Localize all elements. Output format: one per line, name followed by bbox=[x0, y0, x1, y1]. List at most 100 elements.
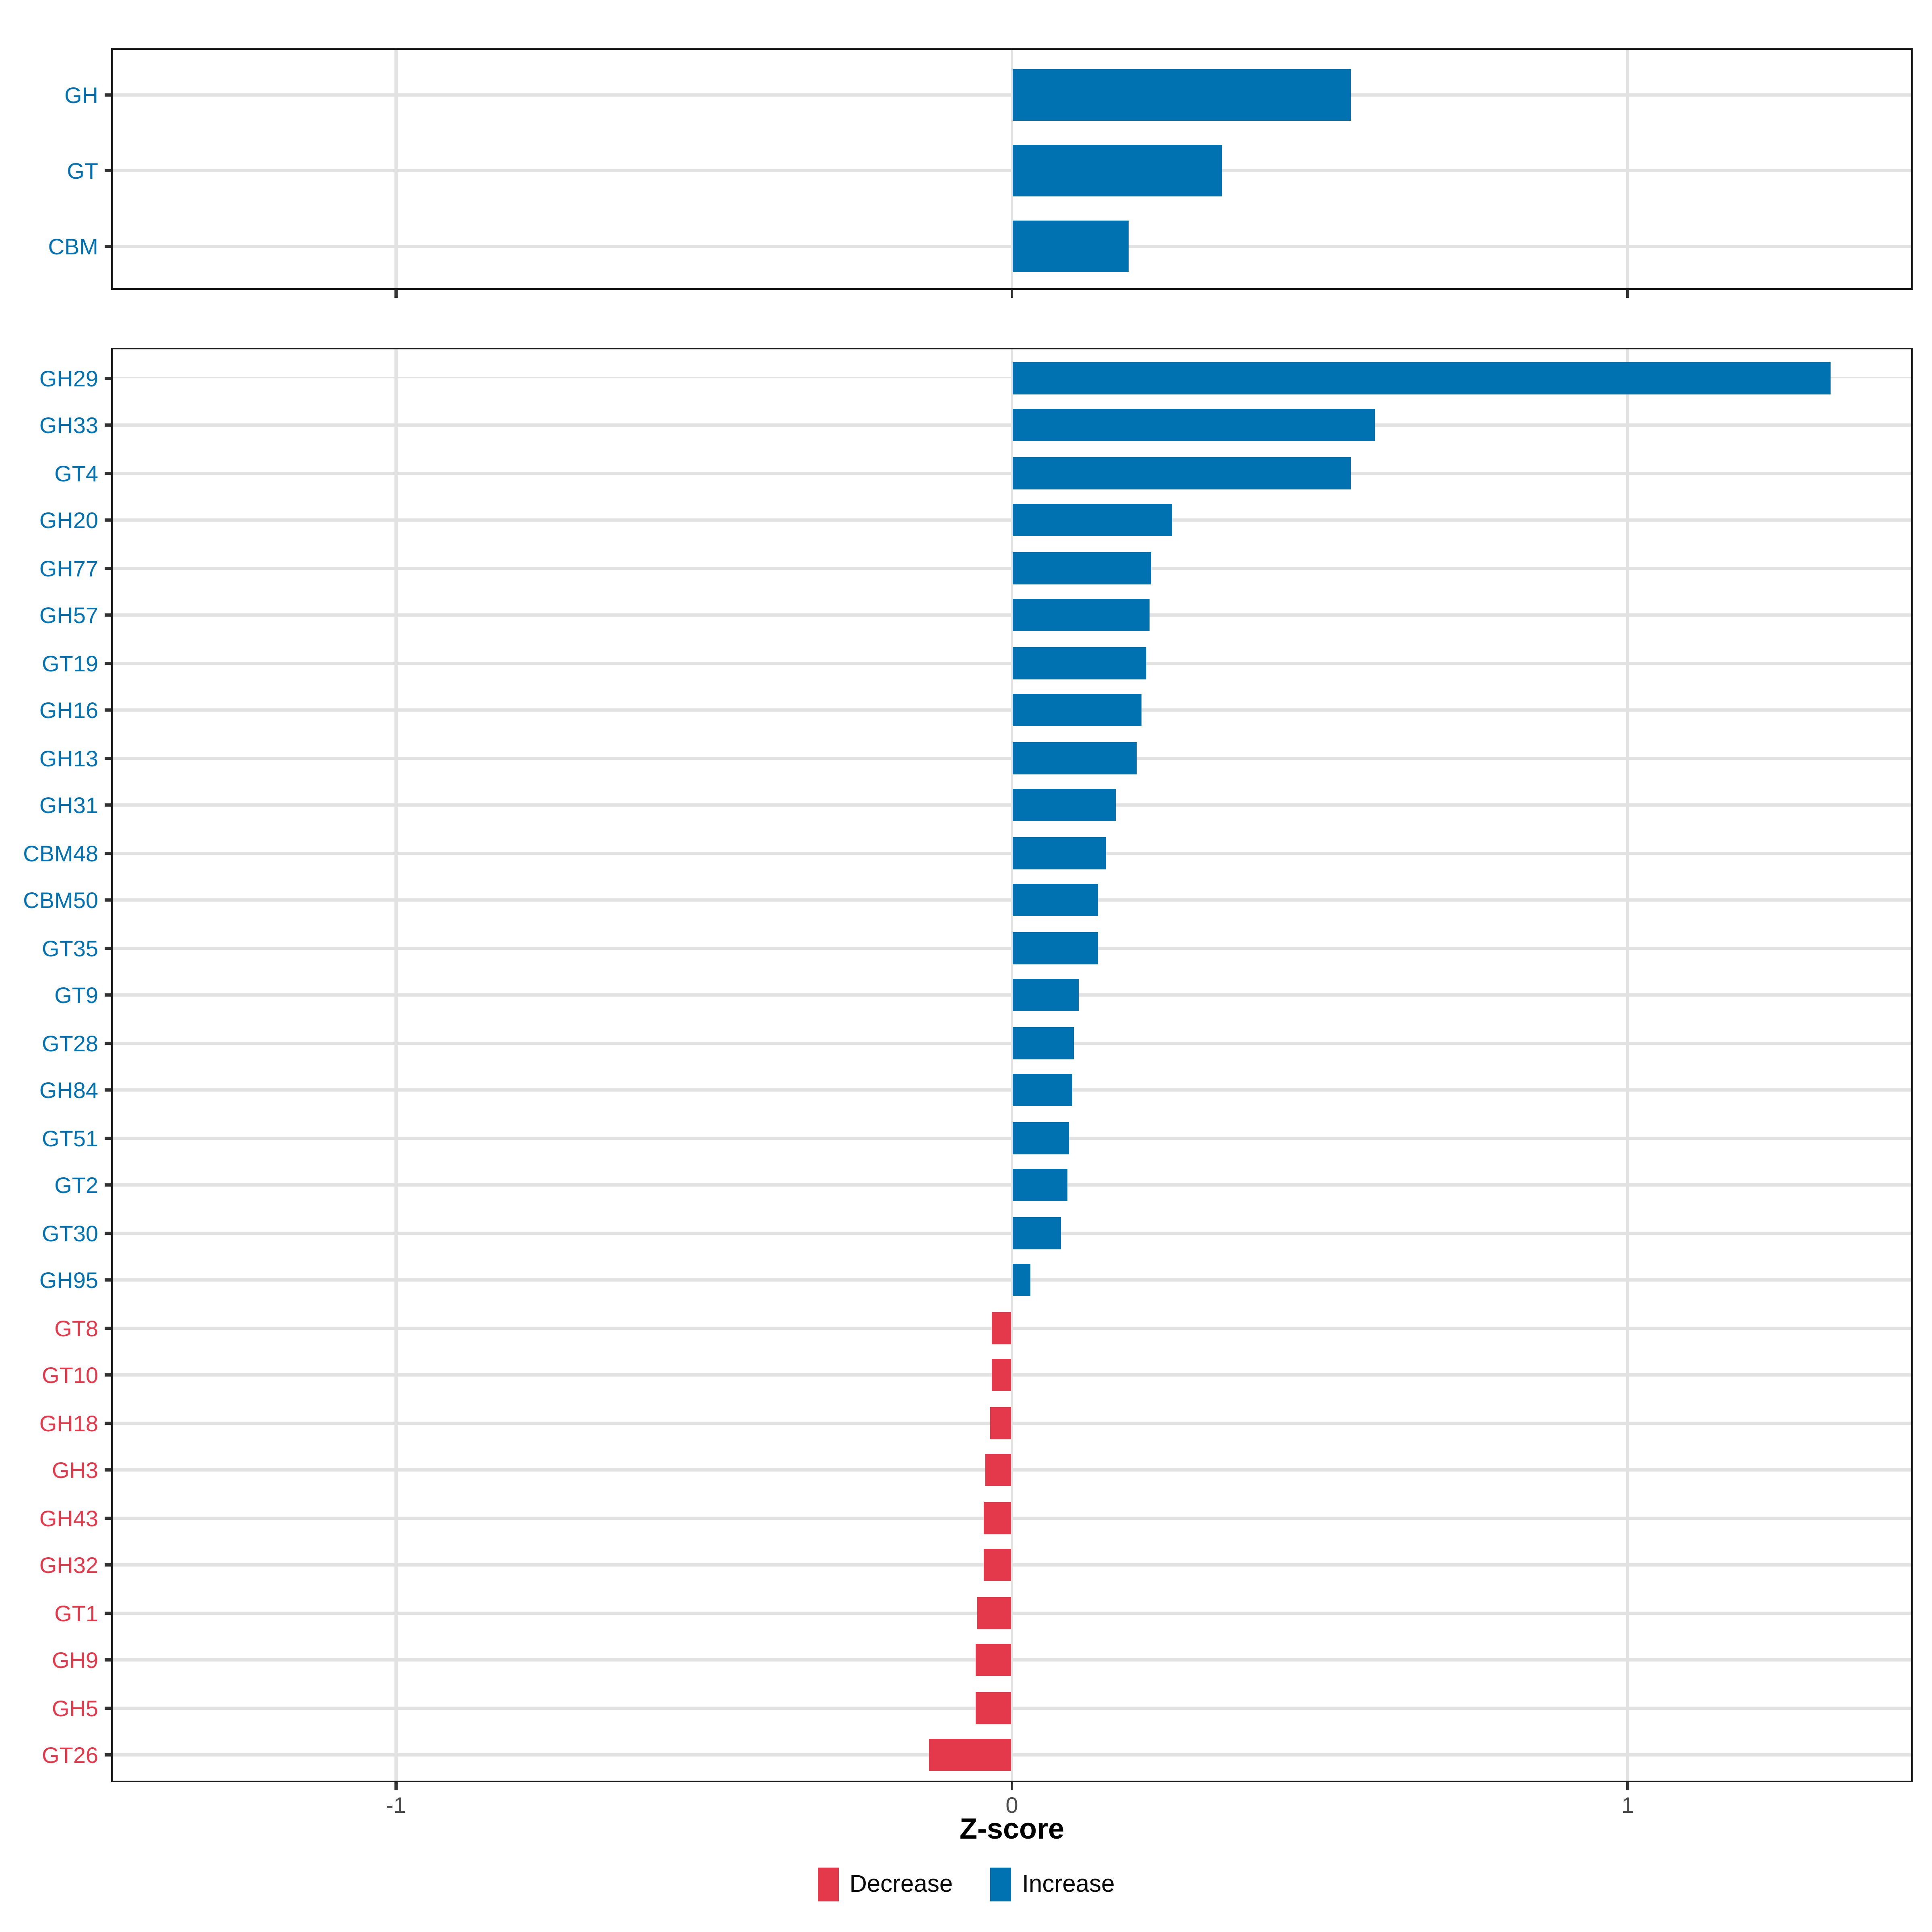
legend-key-decrease-swatch bbox=[817, 1868, 838, 1901]
summary-panel: GH GT CBM bbox=[48, 48, 1913, 297]
bar-GH29 bbox=[1012, 361, 1831, 394]
y-axis-tick bbox=[104, 1374, 111, 1377]
y-label-GH43: GH43 bbox=[39, 1505, 98, 1531]
x-axis-tick bbox=[1626, 1782, 1629, 1790]
y-axis-tick bbox=[104, 1136, 111, 1139]
y-label-GH9: GH9 bbox=[52, 1647, 98, 1674]
vertical-gridline bbox=[1627, 50, 1629, 288]
y-axis-tick bbox=[104, 1469, 111, 1472]
bar-GH32 bbox=[983, 1549, 1012, 1582]
y-label-CBM48: CBM48 bbox=[23, 840, 98, 866]
y-label-GH3: GH3 bbox=[52, 1457, 98, 1484]
bar-GH18 bbox=[991, 1406, 1012, 1439]
y-label-GH16: GH16 bbox=[39, 697, 98, 723]
y-axis-tick bbox=[104, 566, 111, 570]
horizontal-gridline bbox=[113, 1516, 1911, 1519]
y-axis-tick bbox=[104, 851, 111, 855]
y-label-GH18: GH18 bbox=[39, 1410, 98, 1436]
y-label-GT35: GT35 bbox=[41, 935, 98, 961]
y-axis-tick bbox=[104, 471, 111, 475]
y-axis-tick bbox=[104, 376, 111, 380]
vertical-gridline bbox=[395, 50, 397, 288]
x-axis-tick bbox=[1626, 290, 1629, 297]
vertical-gridline bbox=[1011, 349, 1013, 1781]
vertical-gridline bbox=[1627, 349, 1629, 1781]
y-axis-tick bbox=[104, 1659, 111, 1662]
bar-GH13 bbox=[1012, 741, 1137, 774]
bar-GH77 bbox=[1012, 551, 1151, 584]
y-axis-tick bbox=[104, 1516, 111, 1519]
y-label-GT30: GT30 bbox=[41, 1220, 98, 1246]
y-label-GH33: GH33 bbox=[39, 412, 98, 438]
y-axis-tick bbox=[104, 994, 111, 997]
x-tick-label-0: 0 bbox=[1005, 1792, 1018, 1818]
y-axis-tick bbox=[104, 614, 111, 617]
y-label-GT19: GT19 bbox=[41, 650, 98, 676]
horizontal-gridline bbox=[113, 1421, 1911, 1424]
bar-GT28 bbox=[1012, 1026, 1074, 1059]
y-axis-tick bbox=[104, 756, 111, 760]
y-axis-tick bbox=[104, 1754, 111, 1757]
horizontal-gridline bbox=[113, 1706, 1911, 1709]
y-label-GH20: GH20 bbox=[39, 507, 98, 533]
y-axis-tick bbox=[104, 709, 111, 712]
bar-GT2 bbox=[1012, 1169, 1067, 1202]
y-label-GT9: GT9 bbox=[54, 982, 98, 1008]
y-axis-tick bbox=[104, 1041, 111, 1044]
bar-GT8 bbox=[991, 1311, 1012, 1344]
y-label-GH95: GH95 bbox=[39, 1267, 98, 1293]
bar-GT19 bbox=[1012, 646, 1146, 679]
x-axis-tick bbox=[394, 1782, 398, 1790]
y-axis-tick bbox=[104, 946, 111, 949]
y-label-GH5: GH5 bbox=[52, 1695, 98, 1721]
y-axis-tick bbox=[104, 1279, 111, 1282]
bar-GH20 bbox=[1012, 504, 1172, 537]
bar-GT bbox=[1012, 145, 1222, 196]
y-label-GH31: GH31 bbox=[39, 792, 98, 818]
legend-label-decrease: Decrease bbox=[849, 1871, 953, 1898]
bar-CBM50 bbox=[1012, 884, 1099, 916]
y-label-GT28: GT28 bbox=[41, 1030, 98, 1056]
legend-key-increase-swatch bbox=[990, 1868, 1011, 1901]
bar-GH3 bbox=[985, 1454, 1012, 1487]
horizontal-gridline bbox=[113, 1754, 1911, 1757]
horizontal-gridline bbox=[113, 1374, 1911, 1377]
bar-GH84 bbox=[1012, 1074, 1072, 1107]
y-axis-tick bbox=[104, 424, 111, 427]
bar-GH43 bbox=[983, 1502, 1012, 1534]
bar-GT30 bbox=[1012, 1216, 1061, 1249]
bar-GT10 bbox=[991, 1359, 1012, 1392]
y-label-GT1: GT1 bbox=[54, 1600, 98, 1626]
bar-CBM bbox=[1012, 220, 1129, 272]
y-label-GH13: GH13 bbox=[39, 745, 98, 771]
bar-GH33 bbox=[1012, 409, 1375, 442]
y-axis-tick bbox=[104, 804, 111, 807]
y-axis-tick bbox=[104, 93, 111, 97]
horizontal-gridline bbox=[113, 1469, 1911, 1472]
x-axis-tick bbox=[1010, 1782, 1013, 1790]
y-axis-tick bbox=[104, 169, 111, 172]
y-axis-tick bbox=[104, 1231, 111, 1234]
bar-GH57 bbox=[1012, 599, 1150, 632]
y-axis-tick bbox=[104, 899, 111, 902]
y-label-GH84: GH84 bbox=[39, 1077, 98, 1103]
bar-GT9 bbox=[1012, 979, 1079, 1011]
y-label-GT10: GT10 bbox=[41, 1362, 98, 1389]
y-label-GT51: GT51 bbox=[41, 1125, 98, 1151]
y-axis-tick bbox=[104, 661, 111, 665]
families-panel: GH29 GH33 GT4 GH20 GH77 GH57 GT19 GH16 GH13 GH31 C… bbox=[23, 348, 1913, 1816]
bar-GT1 bbox=[976, 1597, 1012, 1629]
horizontal-gridline bbox=[113, 1564, 1911, 1567]
horizontal-gridline bbox=[113, 1659, 1911, 1662]
bar-GH31 bbox=[1012, 789, 1116, 822]
bar-GH95 bbox=[1012, 1264, 1030, 1297]
y-axis-tick bbox=[104, 519, 111, 522]
y-axis-tick bbox=[104, 1564, 111, 1567]
y-label-GH57: GH57 bbox=[39, 602, 98, 628]
horizontal-gridline bbox=[113, 1611, 1911, 1614]
y-label-CBM: CBM bbox=[48, 233, 99, 259]
x-tick-label--1: -1 bbox=[386, 1792, 406, 1818]
x-axis-title: Z-score bbox=[959, 1813, 1065, 1845]
y-label-GH29: GH29 bbox=[39, 365, 98, 391]
bar-GH5 bbox=[976, 1692, 1012, 1724]
